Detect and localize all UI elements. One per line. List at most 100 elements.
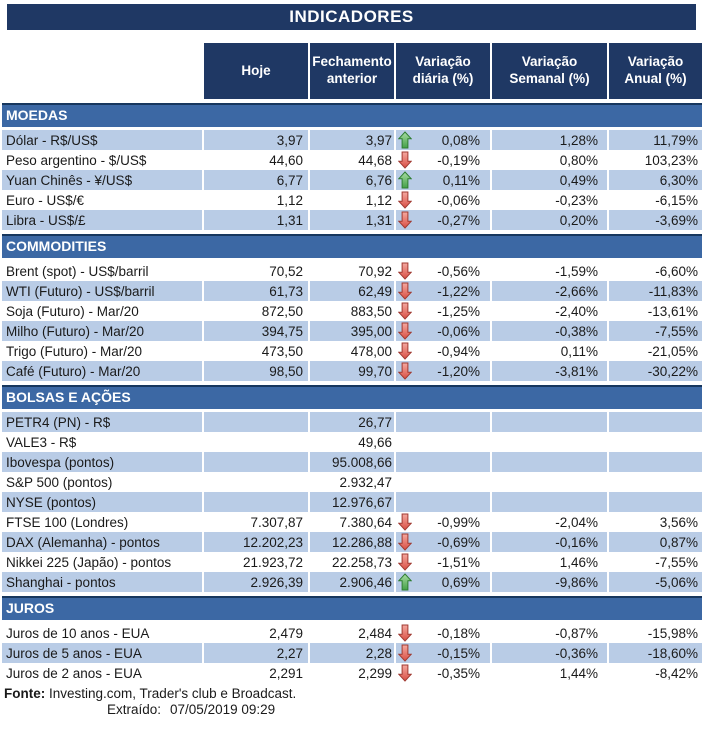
hoje-value: 6,77	[202, 170, 308, 190]
indicator-label: VALE3 - R$	[6, 434, 77, 450]
header-spacer-cell	[2, 43, 202, 99]
variacao-anual-value	[607, 452, 702, 472]
column-header-fechamento: Fechamento anterior	[308, 43, 394, 99]
column-header-row: Hoje Fechamento anterior Variação diária…	[2, 43, 702, 99]
table-row: Yuan Chinês - ¥/US$ 6,77 6,76 0,11% 0,49…	[2, 170, 702, 190]
variacao-diaria-value: -1,25%	[437, 303, 480, 319]
table-row: PETR4 (PN) - R$ 26,77	[2, 412, 702, 432]
variacao-diaria-cell: -0,19%	[394, 150, 490, 170]
down-arrow-icon	[398, 342, 412, 360]
fechamento-value: 12.286,88	[308, 532, 394, 552]
variacao-semanal-value: -0,87%	[490, 623, 607, 643]
variacao-diaria-cell	[394, 472, 490, 492]
hoje-value	[202, 452, 308, 472]
fechamento-value: 99,70	[308, 361, 394, 381]
variacao-semanal-value: 0,20%	[490, 210, 607, 230]
section-rows: PETR4 (PN) - R$ 26,77 VALE3 - R$ 49,66 I…	[0, 412, 704, 592]
hoje-value: 3,97	[202, 130, 308, 150]
hoje-value: 394,75	[202, 321, 308, 341]
variacao-diaria-cell: -0,94%	[394, 341, 490, 361]
table-row: Shanghai - pontos 2.926,39 2.906,46 0,69…	[2, 572, 702, 592]
fechamento-value: 6,76	[308, 170, 394, 190]
variacao-diaria-value: -0,06%	[437, 192, 480, 208]
hoje-value: 61,73	[202, 281, 308, 301]
table-body: MOEDAS Dólar - R$/US$ 3,97 3,97 0,08% 1,…	[0, 103, 704, 683]
variacao-anual-value: 3,56%	[607, 512, 702, 532]
column-header-variacao-anual: Variação Anual (%)	[607, 43, 702, 99]
indicator-label: Soja (Futuro) - Mar/20	[6, 303, 139, 319]
table-row: FTSE 100 (Londres) 7.307,87 7.380,64 -0,…	[2, 512, 702, 532]
section-rows: Brent (spot) - US$/barril 70,52 70,92 -0…	[0, 261, 704, 381]
variacao-anual-value: -15,98%	[607, 623, 702, 643]
fechamento-value: 22.258,73	[308, 552, 394, 572]
variacao-anual-value	[607, 492, 702, 512]
up-arrow-icon	[398, 171, 412, 189]
indicator-label: Yuan Chinês - ¥/US$	[2, 170, 202, 190]
variacao-semanal-value	[490, 492, 607, 512]
up-arrow-icon	[398, 131, 412, 149]
variacao-diaria-value: -0,35%	[437, 665, 480, 681]
variacao-semanal-value: -0,38%	[490, 321, 607, 341]
fechamento-value: 883,50	[308, 301, 394, 321]
variacao-semanal-value: -2,04%	[490, 512, 607, 532]
indicator-label: WTI (Futuro) - US$/barril	[2, 281, 202, 301]
variacao-anual-value: -13,61%	[607, 301, 702, 321]
fechamento-value: 1,31	[308, 210, 394, 230]
hoje-value: 21.923,72	[202, 552, 308, 572]
table-row: Ibovespa (pontos) 95.008,66	[2, 452, 702, 472]
table-row: Dólar - R$/US$ 3,97 3,97 0,08% 1,28% 11,…	[2, 130, 702, 150]
variacao-diaria-value: -0,56%	[437, 263, 480, 279]
hoje-value: 70,52	[202, 261, 308, 281]
indicator-label: Juros de 5 anos - EUA	[2, 643, 202, 663]
variacao-diaria-cell: -0,06%	[394, 190, 490, 210]
trend-arrow	[398, 453, 412, 471]
variacao-diaria-cell	[394, 432, 490, 452]
variacao-diaria-value: -1,22%	[437, 283, 480, 299]
up-arrow-icon	[398, 573, 412, 591]
table-row: Peso argentino - $/US$ 44,60 44,68 -0,19…	[2, 150, 702, 170]
indicator-label: S&P 500 (pontos)	[6, 474, 113, 490]
fechamento-value: 2.906,46	[308, 572, 394, 592]
variacao-diaria-cell	[394, 492, 490, 512]
variacao-diaria-value: -0,99%	[437, 514, 480, 530]
down-arrow-icon	[398, 644, 412, 662]
variacao-diaria-cell	[394, 452, 490, 472]
footer-extracted-line: Extraído: 07/05/2019 09:29	[4, 702, 704, 718]
hoje-value: 44,60	[202, 150, 308, 170]
section-header: JUROS	[2, 596, 702, 620]
hoje-value: 1,12	[202, 190, 308, 210]
column-header-variacao-semanal: Variação Semanal (%)	[490, 43, 607, 99]
variacao-semanal-value	[490, 432, 607, 452]
indicator-label: Nikkei 225 (Japão) - pontos	[6, 554, 172, 570]
down-arrow-icon	[398, 513, 412, 531]
hoje-value: 2,479	[202, 623, 308, 643]
down-arrow-icon	[398, 211, 412, 229]
fonte-label: Fonte:	[4, 686, 46, 701]
variacao-anual-value: 0,87%	[607, 532, 702, 552]
section-title: BOLSAS E AÇÕES	[6, 389, 131, 405]
variacao-anual-value: -6,15%	[607, 190, 702, 210]
indicator-label: Milho (Futuro) - Mar/20	[2, 321, 202, 341]
variacao-diaria-cell: -1,51%	[394, 552, 490, 572]
extraido-value: 07/05/2019 09:29	[170, 702, 276, 717]
variacao-semanal-value: -0,16%	[490, 532, 607, 552]
table-row: Milho (Futuro) - Mar/20 394,75 395,00 -0…	[2, 321, 702, 341]
variacao-diaria-value: -0,18%	[437, 625, 480, 641]
variacao-diaria-value: -0,19%	[437, 152, 480, 168]
variacao-anual-value: -11,83%	[607, 281, 702, 301]
variacao-anual-value: 11,79%	[607, 130, 702, 150]
variacao-semanal-value: -2,66%	[490, 281, 607, 301]
variacao-diaria-cell: -0,27%	[394, 210, 490, 230]
variacao-diaria-value: -0,15%	[437, 645, 480, 661]
table-row: Juros de 2 anos - EUA 2,291 2,299 -0,35%…	[2, 663, 702, 683]
variacao-diaria-value: 0,08%	[441, 132, 480, 148]
variacao-diaria-cell: -0,18%	[394, 623, 490, 643]
variacao-diaria-value: 0,11%	[442, 172, 480, 188]
fechamento-value: 3,97	[308, 130, 394, 150]
fechamento-value: 62,49	[308, 281, 394, 301]
table-row: DAX (Alemanha) - pontos 12.202,23 12.286…	[2, 532, 702, 552]
variacao-diaria-value: -0,69%	[437, 534, 480, 550]
indicator-label: PETR4 (PN) - R$	[2, 412, 202, 432]
variacao-semanal-value: -9,86%	[490, 572, 607, 592]
table-section: BOLSAS E AÇÕES PETR4 (PN) - R$ 26,77 VAL…	[0, 385, 704, 592]
